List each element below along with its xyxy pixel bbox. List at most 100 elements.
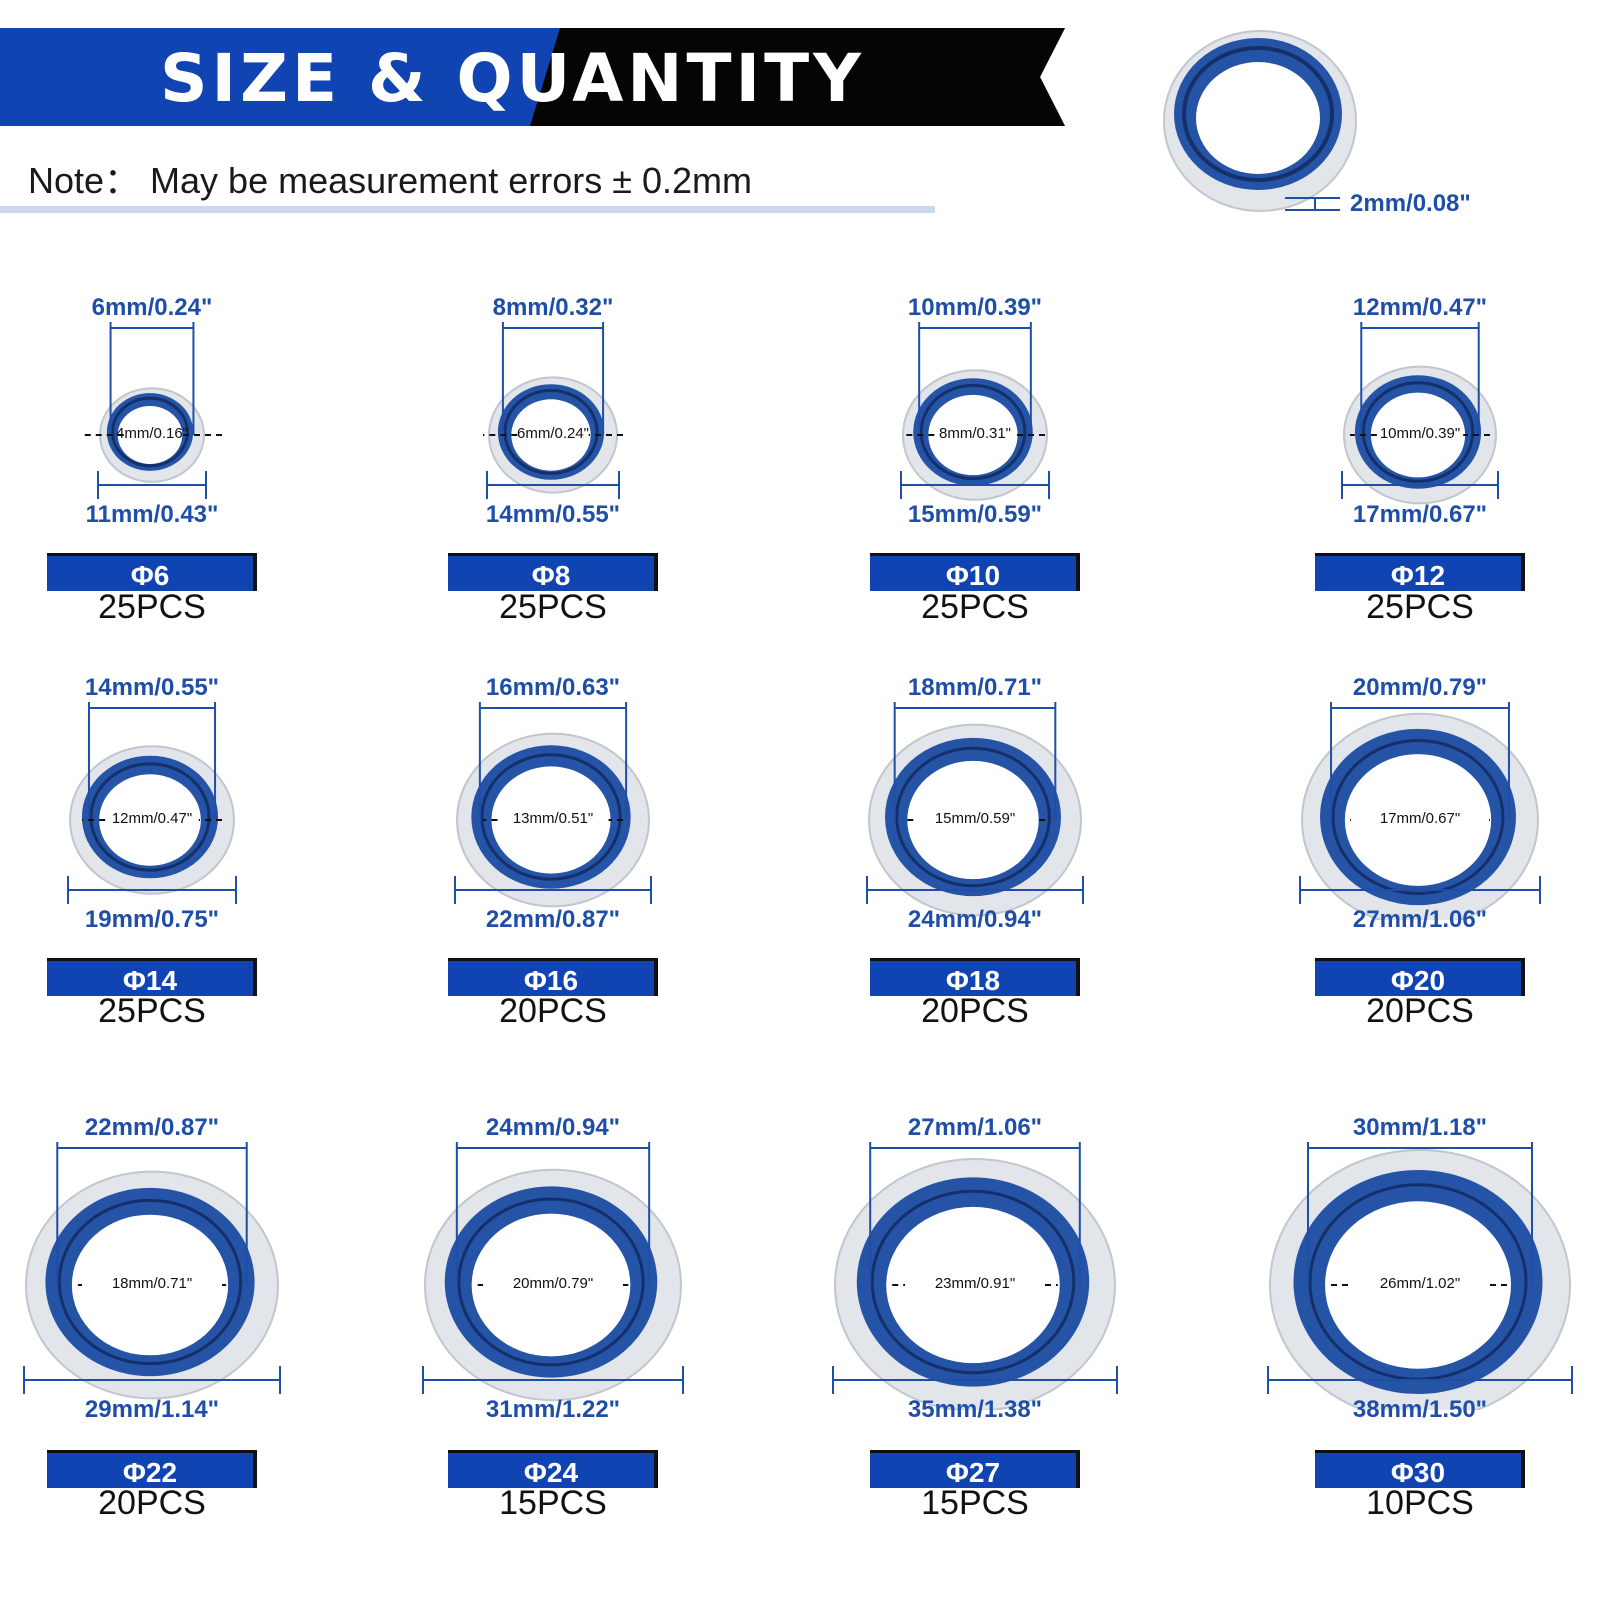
seal-groove (870, 1189, 1076, 1375)
quantity-label: 25PCS (98, 992, 206, 1030)
note-divider (0, 206, 935, 213)
washer-drawing (866, 702, 1084, 917)
seal-groove (503, 389, 599, 475)
washer-drawing (832, 1142, 1118, 1410)
inner-diameter-label: 18mm/0.71" (907, 674, 1043, 701)
inner-diameter-label: 24mm/0.94" (485, 1114, 621, 1141)
quantity-label: 25PCS (499, 588, 607, 626)
center-hole (99, 774, 201, 866)
washer-cell: 8mm/0.32" 6mm/0.24" 14mm/0.55" Φ8 25PCS (393, 290, 713, 662)
outer-diameter-label: 29mm/1.14" (84, 1396, 220, 1423)
size-badge: Φ14 (47, 958, 257, 996)
quantity-label: 15PCS (921, 1484, 1029, 1522)
inner-hole-label: 6mm/0.24" (516, 425, 590, 442)
seal-groove (480, 753, 622, 881)
center-hole (1344, 754, 1492, 886)
size-badge: Φ27 (870, 1450, 1080, 1488)
inner-hole-label: 13mm/0.51" (512, 810, 594, 827)
outer-diameter-label: 35mm/1.38" (907, 1396, 1043, 1423)
washer-cell: 14mm/0.55" 12mm/0.47" 19mm/0.75" Φ14 25PCS (0, 670, 312, 1066)
inner-hole-label: 23mm/0.91" (934, 1275, 1016, 1292)
washer-drawing (422, 1142, 684, 1402)
washer-drawing (1341, 322, 1499, 505)
inner-diameter-label: 12mm/0.47" (1352, 294, 1488, 321)
seal-groove (457, 1197, 645, 1367)
outer-diameter-label: 24mm/0.94" (907, 906, 1043, 933)
thickness-washer-illustration (1163, 30, 1357, 212)
washer-cell: 27mm/1.06" 23mm/0.91" 35mm/1.38" Φ27 15PCS (815, 1110, 1135, 1558)
inner-hole-label: 12mm/0.47" (111, 810, 193, 827)
center-hole (907, 760, 1039, 880)
quantity-label: 10PCS (1366, 1484, 1474, 1522)
size-badge: Φ30 (1315, 1450, 1525, 1488)
washer-cell: 6mm/0.24" 4mm/0.16" 11mm/0.43" Φ6 25PCS (0, 290, 312, 662)
center-hole (117, 405, 183, 465)
seal-groove (895, 746, 1051, 888)
inner-diameter-label: 27mm/1.06" (907, 1114, 1043, 1141)
outer-diameter-label: 19mm/0.75" (84, 906, 220, 933)
washer-cell: 30mm/1.18" 26mm/1.02" 38mm/1.50" Φ30 10PCS (1260, 1110, 1580, 1558)
size-badge: Φ16 (448, 958, 658, 996)
washer-drawing (82, 322, 222, 499)
quantity-label: 20PCS (98, 1484, 206, 1522)
center-hole (71, 1214, 229, 1356)
outer-diameter-label: 38mm/1.50" (1352, 1396, 1488, 1423)
washer-drawing (23, 1142, 281, 1400)
washer-cell: 16mm/0.63" 13mm/0.51" 22mm/0.87" Φ16 20PCS (393, 670, 713, 1066)
inner-diameter-label: 6mm/0.24" (91, 294, 213, 321)
center-hole (928, 394, 1018, 476)
outer-diameter-label: 17mm/0.67" (1352, 501, 1488, 528)
center-hole (1325, 1201, 1511, 1369)
size-badge: Φ18 (870, 958, 1080, 996)
center-hole (886, 1206, 1060, 1364)
washer-drawing (454, 702, 652, 908)
thickness-dimension-ticks (1285, 197, 1340, 211)
washer-drawing (1299, 702, 1541, 920)
inner-hole-label: 18mm/0.71" (111, 1275, 193, 1292)
inner-hole-label: 4mm/0.16" (115, 425, 189, 442)
washer-cell: 10mm/0.39" 8mm/0.31" 15mm/0.59" Φ10 25PCS (815, 290, 1135, 662)
page-title: SIZE & QUANTITY (160, 40, 865, 117)
seal-groove (111, 396, 189, 468)
inner-diameter-label: 16mm/0.63" (485, 674, 621, 701)
seal-groove (1361, 381, 1475, 483)
seal-groove (919, 383, 1027, 481)
title-banner (0, 28, 1065, 126)
washer-cell: 22mm/0.87" 18mm/0.71" 29mm/1.14" Φ22 20PCS (0, 1110, 312, 1558)
inner-hole-label: 17mm/0.67" (1379, 810, 1461, 827)
inner-diameter-label: 8mm/0.32" (492, 294, 614, 321)
quantity-label: 20PCS (499, 992, 607, 1030)
size-badge: Φ22 (47, 1450, 257, 1488)
seal-groove (89, 762, 211, 872)
inner-diameter-label: 14mm/0.55" (84, 674, 220, 701)
outer-diameter-label: 11mm/0.43" (85, 501, 219, 528)
inner-hole-label: 20mm/0.79" (512, 1275, 594, 1292)
washer-drawing (900, 322, 1050, 501)
seal-groove (1331, 739, 1505, 895)
measurement-note: Note： May be measurement errors ± 0.2mm (28, 160, 752, 201)
washer-drawing (483, 322, 623, 499)
outer-diameter-label: 31mm/1.22" (485, 1396, 621, 1423)
quantity-label: 20PCS (1366, 992, 1474, 1030)
size-badge: Φ24 (448, 1450, 658, 1488)
inner-hole-label: 26mm/1.02" (1379, 1275, 1461, 1292)
washer-cell: 24mm/0.94" 20mm/0.79" 31mm/1.22" Φ24 15PCS (393, 1110, 713, 1558)
inner-hole-label: 8mm/0.31" (938, 425, 1012, 442)
center-hole (1370, 392, 1466, 478)
seal-groove (57, 1198, 243, 1366)
size-badge: Φ12 (1315, 553, 1525, 591)
washer-cell: 12mm/0.47" 10mm/0.39" 17mm/0.67" Φ12 25PCS (1260, 290, 1580, 662)
quantity-label: 25PCS (98, 588, 206, 626)
outer-diameter-label: 15mm/0.59" (907, 501, 1043, 528)
center-hole (471, 1213, 631, 1357)
washer-drawing (67, 702, 237, 904)
center-hole (491, 766, 611, 874)
inner-diameter-label: 30mm/1.18" (1352, 1114, 1488, 1141)
quantity-label: 25PCS (1366, 588, 1474, 626)
size-badge: Φ20 (1315, 958, 1525, 996)
outer-diameter-label: 27mm/1.06" (1352, 906, 1488, 933)
size-badge: Φ8 (448, 553, 658, 591)
size-badge: Φ10 (870, 553, 1080, 591)
inner-diameter-label: 20mm/0.79" (1352, 674, 1488, 701)
washer-cell: 18mm/0.71" 15mm/0.59" 24mm/0.94" Φ18 20PCS (815, 670, 1135, 1066)
